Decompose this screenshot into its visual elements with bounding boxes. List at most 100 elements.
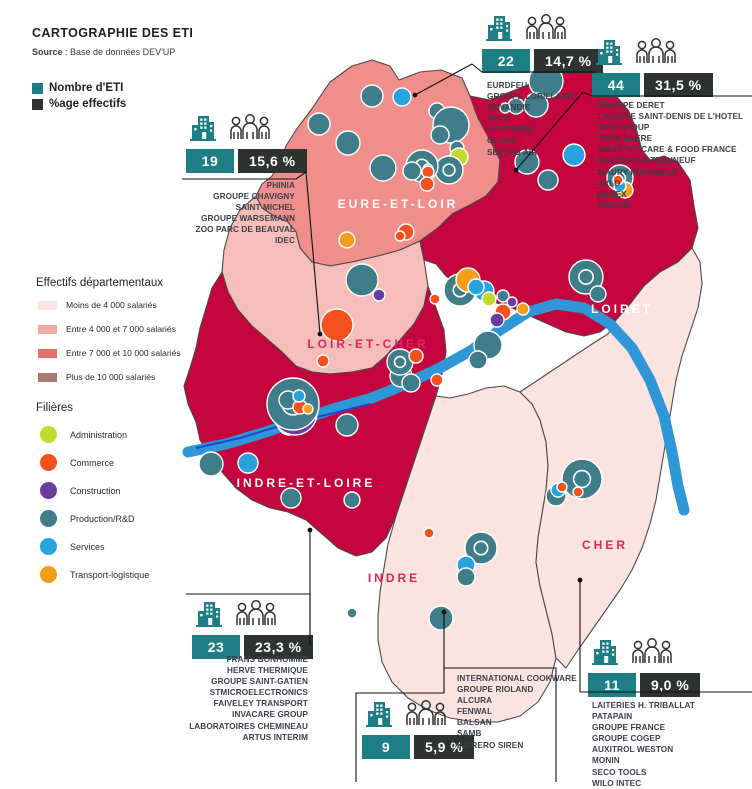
eti-bubble[interactable] <box>523 92 549 118</box>
eti-bubble[interactable] <box>537 169 559 191</box>
company-name: INVACARE GROUP <box>232 710 308 720</box>
eti-bubble[interactable] <box>506 296 518 308</box>
company-list-eure-et-loir: EURDFEU GROUPE LORILLARD NOVANDIE APTIV LEGE… <box>487 80 574 158</box>
key-nombre-eti: Nombre d'ETI <box>32 82 123 94</box>
company-name: AVLO <box>598 178 621 188</box>
eti-bubble[interactable] <box>423 527 435 539</box>
company-name: REDEX <box>598 189 627 199</box>
bubble-layer <box>198 63 634 631</box>
callout-values: 11 9,0 % <box>588 673 701 697</box>
legend-swatch <box>38 348 57 358</box>
company-name: BAUDIN CHATEAUNEUF <box>598 156 696 166</box>
company-name: SECO TOOLS <box>592 767 647 777</box>
department-label: INDRE-ET-LOIRE <box>237 476 376 490</box>
company-list-indre-et-loire: FRANS BONHOMME HERVE THERMIQUE GROUPE SAIN… <box>158 654 308 743</box>
eti-bubble[interactable] <box>496 289 510 303</box>
legend-filiere-item[interactable]: Commerce <box>40 454 114 471</box>
department-label: INDRE <box>368 571 420 585</box>
eti-bubble[interactable] <box>489 312 505 328</box>
callout-loiret[interactable]: 44 31,5 % <box>592 38 713 97</box>
eti-bubble[interactable] <box>561 458 603 500</box>
legend-filiere-item[interactable]: Production/R&D <box>40 510 135 527</box>
eti-bubble[interactable] <box>499 102 511 114</box>
eti-bubble-ring <box>572 469 592 489</box>
eti-bubble[interactable] <box>369 154 397 182</box>
callout-indre[interactable]: 9 5,9 % <box>362 700 475 759</box>
callout-cher[interactable]: 11 9,0 % <box>588 637 701 697</box>
legend-effectifs-title: Effectifs départementaux <box>36 277 163 289</box>
company-name: PATAPAIN <box>592 712 633 722</box>
eti-bubble[interactable] <box>429 293 441 305</box>
eti-bubble-ring <box>393 355 407 369</box>
eti-bubble[interactable] <box>428 605 454 631</box>
company-name: GROUPE CHAVIGNY <box>213 192 295 202</box>
eti-bubble[interactable] <box>612 174 624 186</box>
eti-bubble[interactable] <box>346 607 358 619</box>
eti-bubble[interactable] <box>589 285 607 303</box>
department-label: CHER <box>582 538 628 552</box>
company-name: ALCURA <box>457 696 493 706</box>
eti-bubble[interactable] <box>402 161 422 181</box>
eti-bubble[interactable] <box>514 149 540 175</box>
page-title: CARTOGRAPHIE DES ETI <box>32 26 194 40</box>
eti-bubble[interactable] <box>307 112 331 136</box>
legend-filiere-dot <box>40 482 57 499</box>
eti-bubble[interactable] <box>198 451 224 477</box>
eti-bubble[interactable] <box>392 87 412 107</box>
eti-bubble[interactable] <box>562 143 586 167</box>
legend-filiere-item[interactable]: Services <box>40 538 105 555</box>
eti-bubble[interactable] <box>481 291 497 307</box>
department-label: LOIRET <box>591 302 653 316</box>
legend-filiere-label: Services <box>70 541 105 552</box>
eti-bubble[interactable] <box>464 531 498 565</box>
company-name: INDRERO SIREN <box>457 740 524 750</box>
callout-loir-et-cher[interactable]: 19 15,6 % <box>186 114 307 173</box>
eti-bubble[interactable] <box>338 231 356 249</box>
eti-bubble[interactable] <box>401 373 421 393</box>
legend-filiere-item[interactable]: Transport-logistique <box>40 566 149 583</box>
eti-bubble[interactable] <box>516 302 530 316</box>
legend-filiere-label: Transport-logistique <box>70 569 150 580</box>
legend-filiere-item[interactable]: Construction <box>40 482 121 499</box>
eti-bubble[interactable] <box>360 84 384 108</box>
legend-filiere-item[interactable]: Administration <box>40 426 127 443</box>
legend-swatch <box>38 300 57 310</box>
eti-bubble[interactable] <box>467 278 485 296</box>
eti-bubble[interactable] <box>556 481 568 493</box>
callout-eure-et-loir[interactable]: 22 14,7 % <box>482 14 603 73</box>
eti-bubble[interactable] <box>394 230 406 242</box>
eti-bubble[interactable] <box>568 259 604 295</box>
company-name: CLAAS <box>487 136 516 146</box>
eti-bubble[interactable] <box>408 348 424 364</box>
company-name: SAMB <box>457 729 482 739</box>
eti-bubble[interactable] <box>456 567 476 587</box>
department-label: LOIR-ET-CHER <box>307 337 428 351</box>
company-name: LABORATOIRES CHEMINEAU <box>189 721 308 731</box>
eti-bubble[interactable] <box>302 403 314 415</box>
company-name: MARS PETCARE & FOOD FRANCE <box>598 145 737 155</box>
eti-bubble[interactable] <box>335 413 359 437</box>
eti-bubble[interactable] <box>468 350 488 370</box>
callout-indre-et-loire[interactable]: 23 23,3 % <box>192 600 313 659</box>
eti-bubble[interactable] <box>430 373 444 387</box>
eti-bubble[interactable] <box>335 130 361 156</box>
eti-bubble-ring <box>442 163 456 177</box>
eti-bubble[interactable] <box>343 491 361 509</box>
eti-bubble[interactable] <box>430 125 450 145</box>
eti-bubble[interactable] <box>572 486 584 498</box>
company-name: ORCOM <box>598 200 630 210</box>
legend-label: Plus de 10 000 salariés <box>66 372 156 382</box>
eti-bubble[interactable] <box>372 288 386 302</box>
eti-bubble[interactable] <box>345 263 379 297</box>
legend-effectifs-item: Entre 4 000 et 7 000 salariés <box>38 324 176 334</box>
company-name: FAIVELEY TRANSPORT <box>213 699 308 709</box>
eti-bubble[interactable] <box>292 389 306 403</box>
eti-bubble[interactable] <box>419 176 435 192</box>
callout-icons <box>362 700 474 734</box>
eti-bubble[interactable] <box>320 308 354 342</box>
eti-bubble[interactable] <box>237 452 259 474</box>
eti-bubble[interactable] <box>280 487 302 509</box>
people-icon <box>630 637 674 672</box>
company-list-loiret: GROUPE DERET LAITERIE SAINT-DENIS DE L'HO… <box>598 100 743 211</box>
eti-bubble[interactable] <box>316 354 330 368</box>
